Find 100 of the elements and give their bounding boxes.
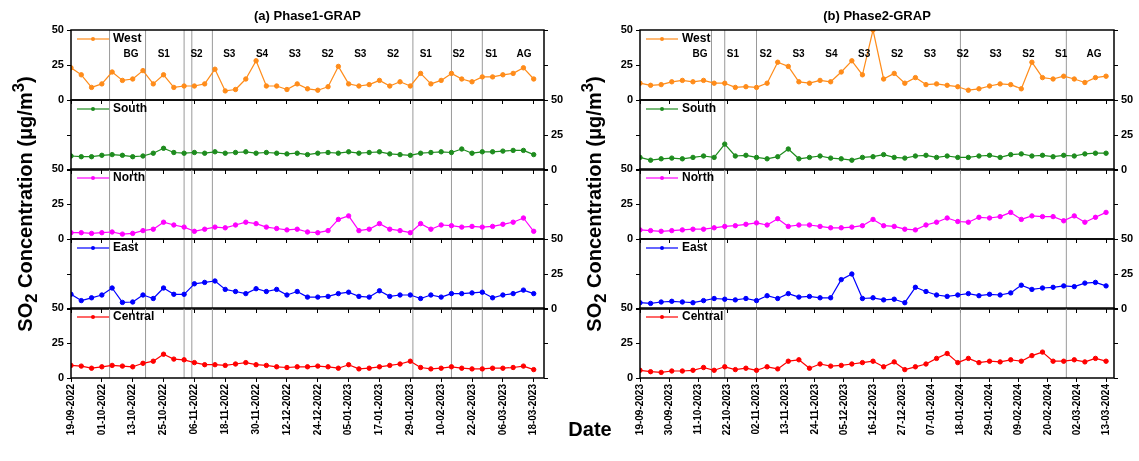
x-tick-label: 25-10-2022 [157,383,169,436]
x-axis-title: Date [567,418,613,441]
y-tick-label: 0 [626,371,633,384]
x-tick-label: 01-10-2022 [95,383,107,436]
x-tick-label: 05-12-2023 [837,383,849,436]
y2-tick-label: 0 [551,301,558,314]
y-tick-label: 0 [626,93,633,106]
y-tick-label: 50 [620,23,633,36]
y2-tick-label: 0 [1121,301,1128,314]
y2-tick-label: 50 [1121,231,1134,244]
y-tick-label: 50 [51,23,64,36]
y-tick-label: 0 [57,371,64,384]
annotation: S2 [956,47,970,59]
x-tick-label: 24-12-2022 [311,383,323,436]
annotation: S2 [1022,47,1035,59]
annotation: S2 [190,47,204,59]
x-tick-label: 19-09-2023 [633,383,645,436]
x-tick-label: 29-01-2024 [983,383,995,436]
x-tick-label: 06-11-2022 [188,383,200,435]
annotation: AG [1086,47,1102,59]
x-tick-label: 18-11-2022 [218,383,230,435]
x-tick-label: 24-11-2023 [808,383,820,435]
x-tick-label: 11-10-2023 [692,383,704,435]
legend-label: East [113,240,139,255]
annotation: S2 [386,47,400,59]
x-tick-label: 10-02-2023 [434,383,446,436]
x-tick-label: 30-09-2023 [662,383,674,436]
y2-tick-label: 25 [1121,127,1134,140]
x-tick-label: 05-01-2023 [342,383,354,436]
y2-tick-label: 0 [1121,162,1128,175]
legend-label: West [682,31,711,46]
y2-tick-label: 50 [551,92,564,105]
legend-label: North [113,170,145,185]
x-tick-label: 29-01-2023 [404,383,416,436]
annotation: BG [692,47,708,59]
y-tick-label: 0 [626,232,633,245]
y-tick-label: 25 [620,58,633,71]
y-tick-label: 25 [620,197,633,210]
y2-tick-label: 50 [551,231,564,244]
annotation: S2 [321,47,335,59]
legend-label: North [682,170,714,185]
legend-label: South [113,100,147,115]
annotation: S3 [223,47,236,59]
annotation: BG [123,47,139,59]
x-tick-label: 16-12-2023 [866,383,878,436]
y2-tick-label: 50 [1121,92,1134,105]
y-tick-label: 25 [620,336,633,349]
x-tick-label: 30-11-2022 [249,383,261,435]
legend-label: East [682,240,708,255]
x-tick-label: 18-03-2023 [527,383,539,436]
annotation: S4 [255,47,269,59]
annotation: S1 [157,47,171,59]
y-tick-label: 50 [51,162,64,175]
annotation: S1 [485,47,498,59]
y-tick-label: 50 [620,301,633,314]
chart-title: (b) Phase2-GRAP [822,8,932,23]
y2-tick-label: 25 [551,127,564,140]
annotation: S1 [419,47,433,59]
y-tick-label: 50 [620,162,633,175]
annotation: S4 [825,47,838,59]
x-tick-label: 18-01-2024 [954,383,966,436]
y-tick-label: 25 [51,336,64,349]
annotation: S2 [890,47,904,59]
annotation: S1 [726,47,740,59]
y2-tick-label: 25 [551,266,564,279]
chart-title: (a) Phase1-GRAP [253,8,362,23]
x-tick-label: 13-10-2022 [126,383,138,436]
x-tick-label: 19-09-2022 [64,383,76,436]
x-tick-label: 13-03-2024 [1099,383,1111,436]
x-tick-label: 07-01-2024 [925,383,937,436]
x-tick-label: 22-02-2023 [465,383,477,436]
y2-tick-label: 25 [1121,266,1134,279]
y-tick-label: 25 [51,197,64,210]
annotation: S2 [452,47,466,59]
x-tick-label: 06-03-2023 [496,383,508,436]
y-tick-label: 50 [51,301,64,314]
y-tick-label: 25 [51,58,64,71]
y2-tick-label: 0 [551,162,558,175]
annotation: S3 [288,47,302,59]
legend-label: Central [682,309,724,324]
annotation: S1 [1055,47,1068,59]
x-tick-label: 22-10-2023 [721,383,733,436]
legend-label: West [113,31,142,46]
annotation: S3 [792,47,806,59]
x-tick-label: 27-12-2023 [895,383,907,436]
annotation: AG [516,47,532,59]
annotation: S3 [989,47,1003,59]
x-tick-label: 12-12-2022 [280,383,292,436]
x-tick-label: 20-02-2024 [1041,383,1053,436]
legend-label: Central [113,309,155,324]
annotation: S3 [923,47,937,59]
x-tick-label: 17-01-2023 [373,383,385,436]
annotation: S2 [759,47,773,59]
annotation: S3 [354,47,367,59]
y-tick-label: 0 [57,232,64,245]
x-tick-label: 09-02-2024 [1012,383,1024,436]
x-tick-label: 02-03-2024 [1070,383,1082,436]
y-tick-label: 0 [57,93,64,106]
x-tick-label: 13-11-2023 [779,383,791,435]
x-tick-label: 02-11-2023 [750,383,762,435]
